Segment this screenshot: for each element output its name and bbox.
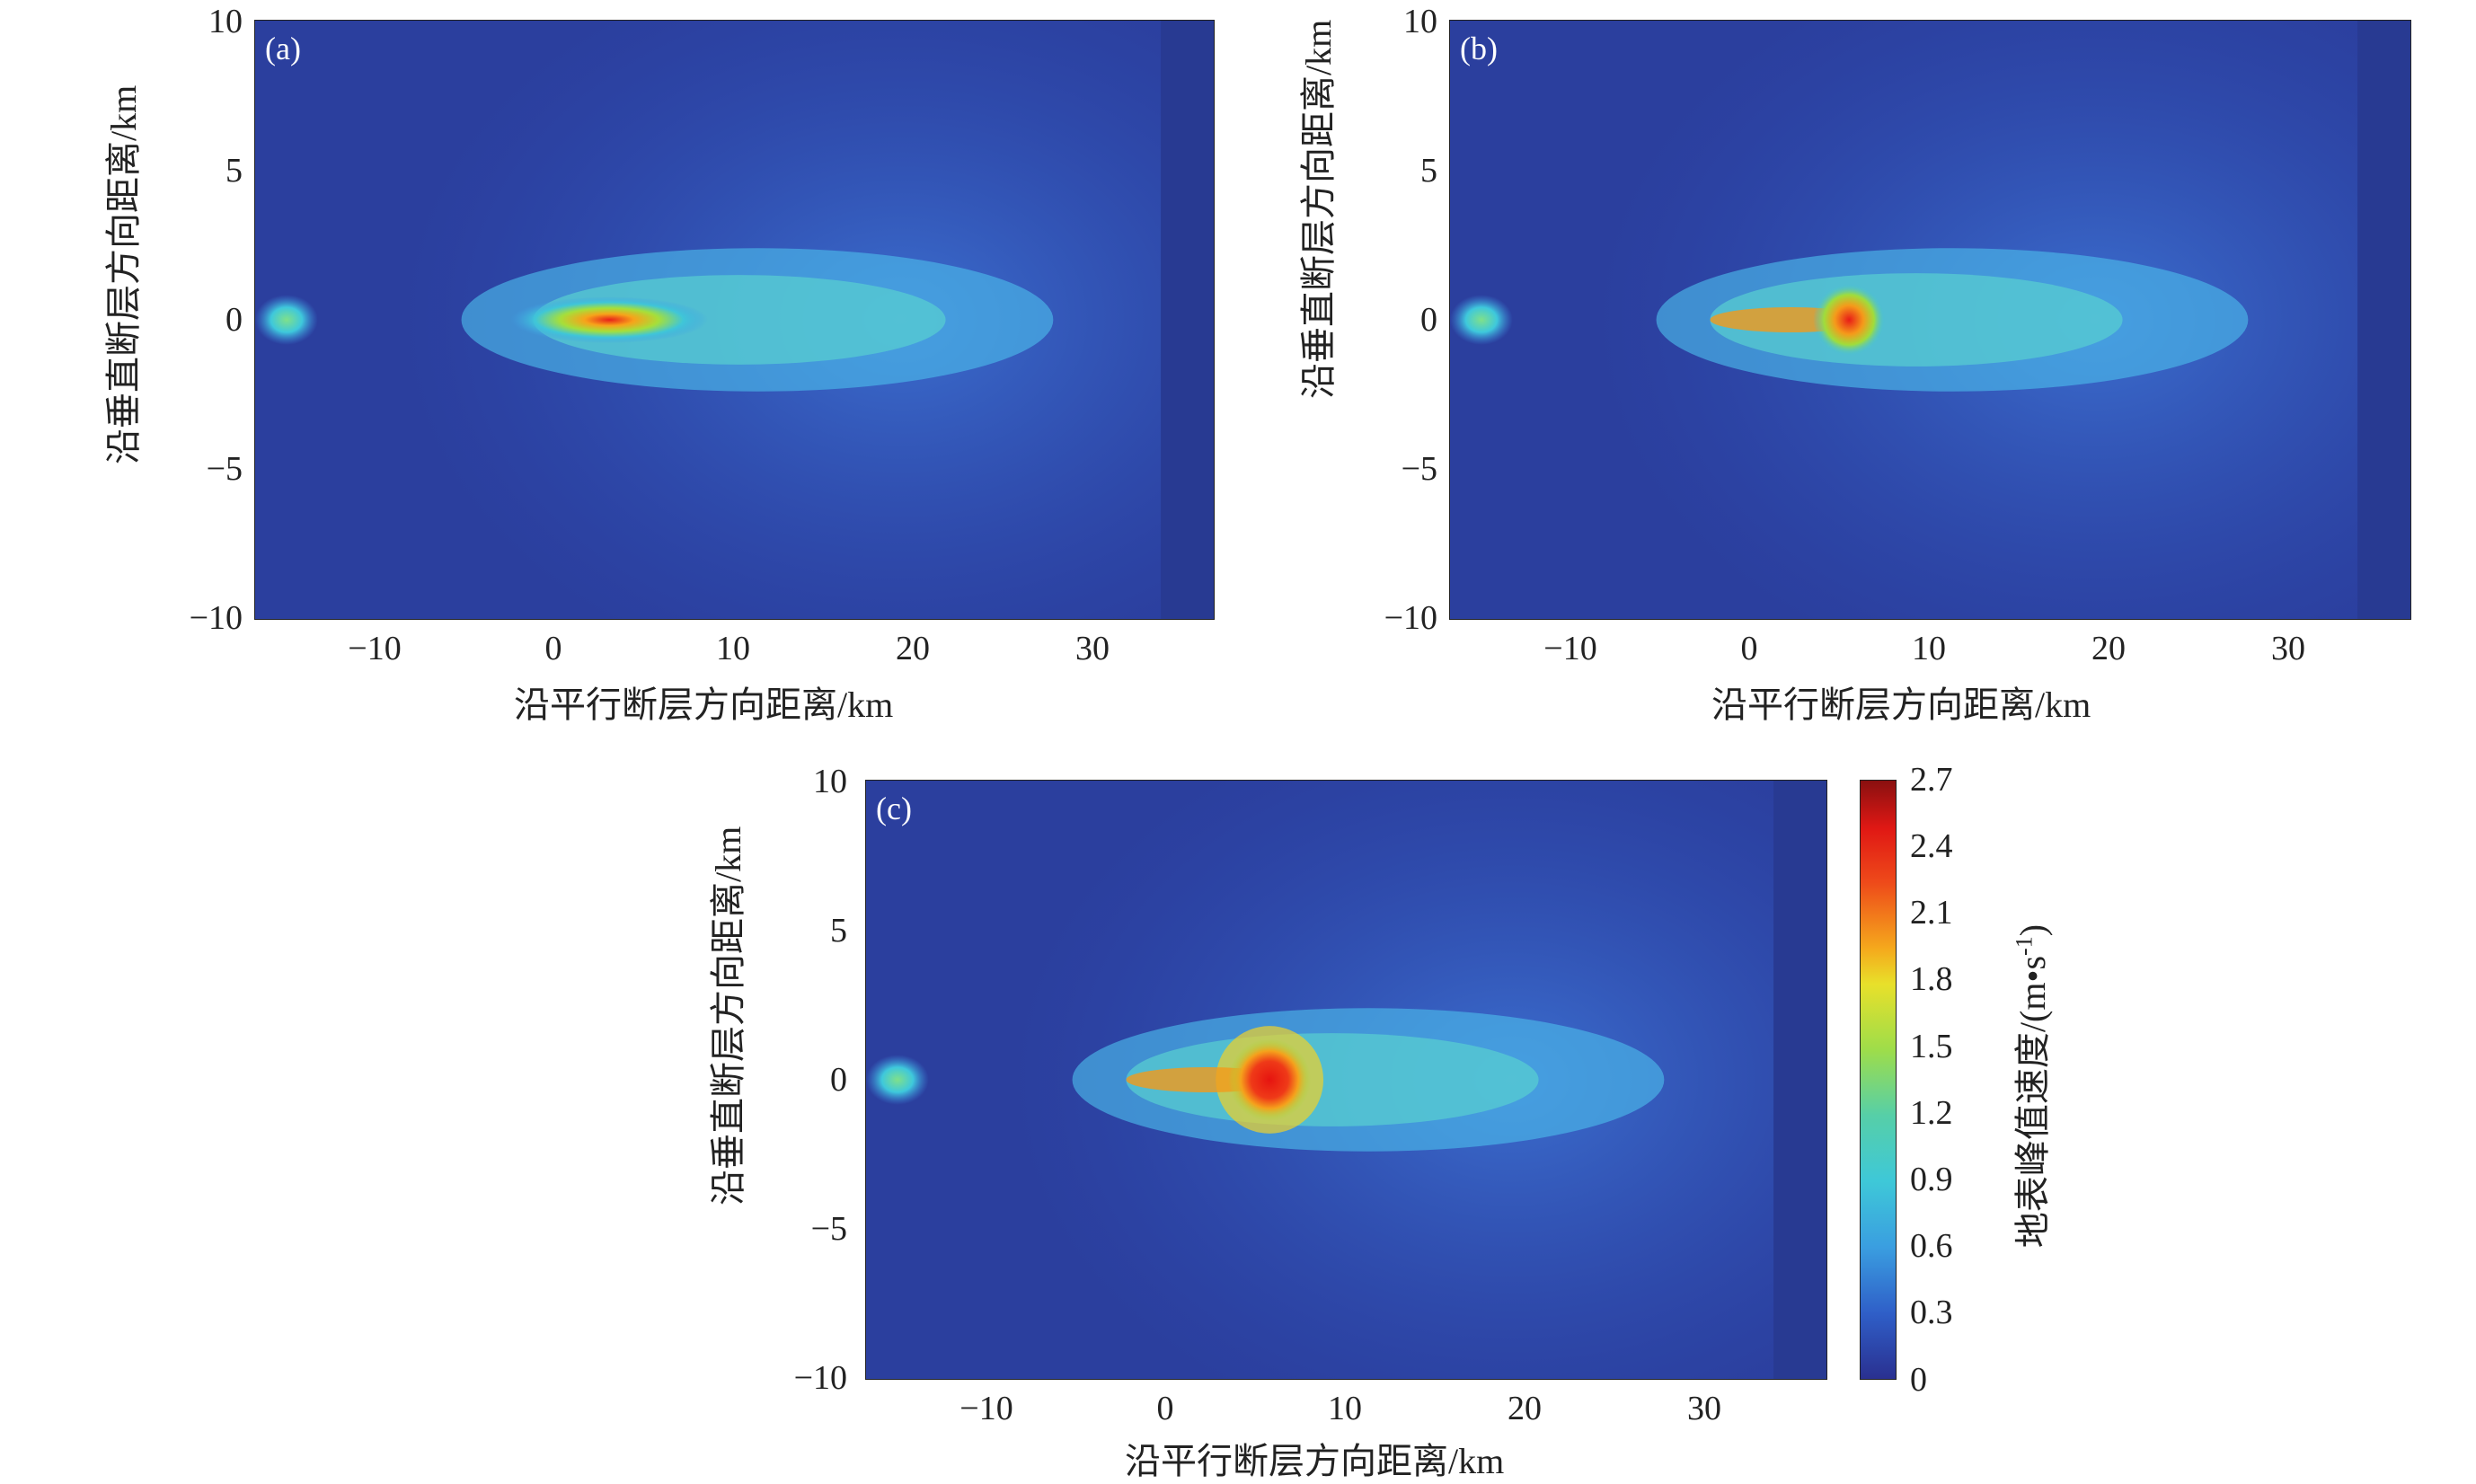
ylabel-c: 沿垂直断层方向距离/km [708, 826, 748, 1206]
ytick-a-0: 10 [208, 3, 243, 40]
ytick-c-1: 5 [830, 912, 847, 950]
ytick-b-0: 10 [1403, 3, 1437, 40]
cb-tick-2: 2.1 [1910, 894, 1953, 932]
xtick-c-3: 20 [1508, 1390, 1542, 1427]
xlabel-a: 沿平行断层方向距离/km [514, 685, 894, 725]
spread2-b [1710, 273, 2123, 367]
left-spot-a [255, 295, 318, 345]
ytick-c-0: 10 [813, 763, 847, 800]
left-spot-b [1450, 295, 1513, 345]
xtick-a-2: 10 [716, 630, 750, 667]
xlabel-b: 沿平行断层方向距离/km [1711, 685, 2091, 725]
core-b [1813, 284, 1886, 356]
xtick-a-4: 30 [1075, 630, 1110, 667]
panel-tag-b: (b) [1460, 31, 1498, 66]
cb-tick-3: 1.8 [1910, 960, 1953, 998]
cb-tick-7: 0.6 [1910, 1227, 1953, 1265]
right-band-c [1773, 781, 1826, 1379]
heatmap-b-svg [1450, 21, 2410, 619]
xtick-c-4: 30 [1687, 1390, 1721, 1427]
xtick-b-2: 10 [1912, 630, 1946, 667]
ylabel-a: 沿垂直断层方向距离/km [103, 84, 144, 464]
ytick-b-4: −10 [1384, 599, 1437, 637]
cb-tick-0: 2.7 [1910, 761, 1953, 799]
colorbar-label: 地表峰值速度/(m•s-1) [2003, 906, 2056, 1266]
cb-tick-1: 2.4 [1910, 827, 1953, 865]
colorbar-label-sup: -1 [2011, 936, 2038, 956]
ytick-c-3: −5 [810, 1210, 847, 1248]
right-band-b [2357, 21, 2410, 619]
xlabel-c: 沿平行断层方向距离/km [1125, 1441, 1505, 1481]
colorbar-gradient [1860, 780, 1897, 1380]
xtick-b-4: 30 [2271, 630, 2305, 667]
colorbar-label-end: ) [2012, 923, 2053, 937]
right-band-a [1161, 21, 1214, 619]
heatmap-a-svg [255, 21, 1214, 619]
cb-tick-9: 0 [1910, 1361, 1927, 1399]
heatmap-c [865, 780, 1827, 1380]
xtick-c-0: −10 [959, 1390, 1013, 1427]
ytick-a-4: −10 [189, 599, 243, 637]
core-c [1228, 1038, 1312, 1121]
ytick-b-3: −5 [1401, 450, 1437, 488]
panel-tag-c: (c) [876, 791, 912, 826]
cb-tick-5: 1.2 [1910, 1094, 1953, 1132]
cb-tick-6: 0.9 [1910, 1161, 1953, 1198]
ytick-c-4: −10 [793, 1359, 847, 1397]
xtick-c-1: 0 [1156, 1390, 1174, 1427]
xtick-a-3: 20 [896, 630, 930, 667]
ytick-a-3: −5 [206, 450, 243, 488]
core-a [510, 296, 709, 343]
heatmap-b [1449, 20, 2411, 620]
cb-tick-4: 1.5 [1910, 1028, 1953, 1065]
ytick-c-2: 0 [830, 1061, 847, 1099]
xtick-b-1: 0 [1740, 630, 1758, 667]
heatmap-c-svg [866, 781, 1826, 1379]
ytick-a-2: 0 [225, 301, 243, 339]
heatmap-a [254, 20, 1215, 620]
xtick-b-3: 20 [2091, 630, 2126, 667]
xtick-c-2: 10 [1328, 1390, 1362, 1427]
ytick-a-1: 5 [225, 152, 243, 190]
cb-tick-8: 0.3 [1910, 1294, 1953, 1331]
ytick-b-2: 0 [1420, 301, 1437, 339]
xtick-a-0: −10 [348, 630, 402, 667]
panel-tag-a: (a) [265, 31, 301, 66]
xtick-a-1: 0 [544, 630, 562, 667]
ylabel-b: 沿垂直断层方向距离/km [1298, 19, 1339, 399]
ytick-b-1: 5 [1420, 152, 1437, 190]
xtick-b-0: −10 [1543, 630, 1597, 667]
left-spot-c [866, 1055, 929, 1105]
colorbar-label-main: 地表峰值速度/(m•s [2012, 955, 2053, 1249]
